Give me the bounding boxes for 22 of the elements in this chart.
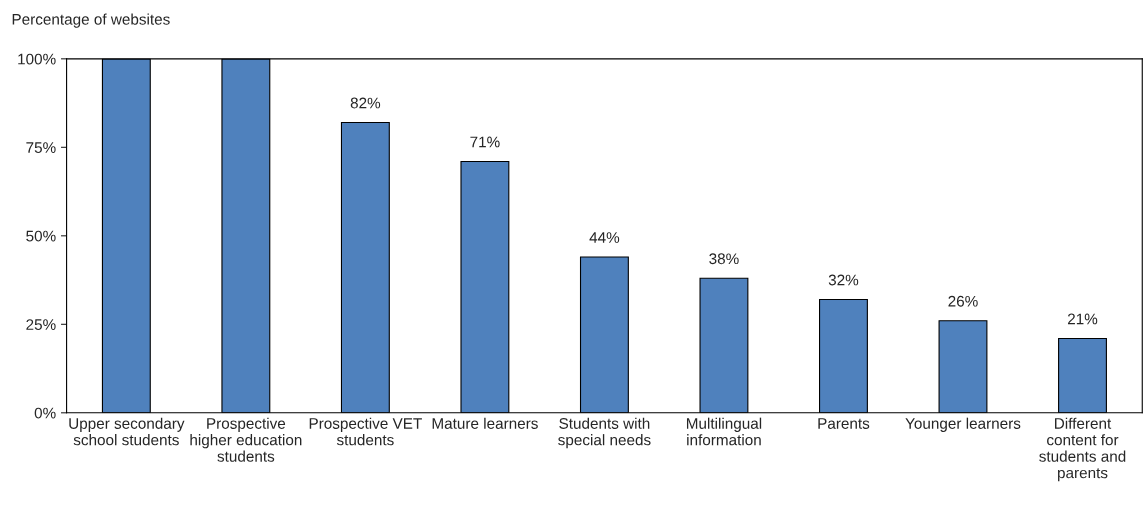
data-label: 26% [948,295,978,307]
x-tick-label: Upper secondary school students [69,417,185,446]
x-tick-label: Younger learners [905,417,1021,432]
x-tick-label: Parents [818,418,870,429]
x-tick-label: Mature learners [432,417,538,429]
y-axis-title: Percentage of websites [12,13,170,28]
y-tick-label: 25% [26,319,56,330]
x-tick-label: Prospective VET students [309,417,422,446]
data-label: 71% [470,136,500,148]
x-tick-label: Multilingual information [686,417,762,446]
data-label: 82% [350,97,381,109]
y-tick-label: 50% [26,230,56,242]
y-tick-label: 75% [26,142,56,153]
x-tick-label: Different content for students and parents [1039,417,1126,482]
y-tick-label: 100% [18,53,56,65]
data-label: 32% [828,274,859,286]
data-label: 38% [709,253,739,265]
x-tick-label: Students with special needs [558,417,651,449]
data-label: 21% [1067,313,1098,325]
data-label: 44% [589,232,620,243]
y-tick-label: 0% [34,407,56,419]
x-tick-label: Prospective higher education students [190,417,302,462]
